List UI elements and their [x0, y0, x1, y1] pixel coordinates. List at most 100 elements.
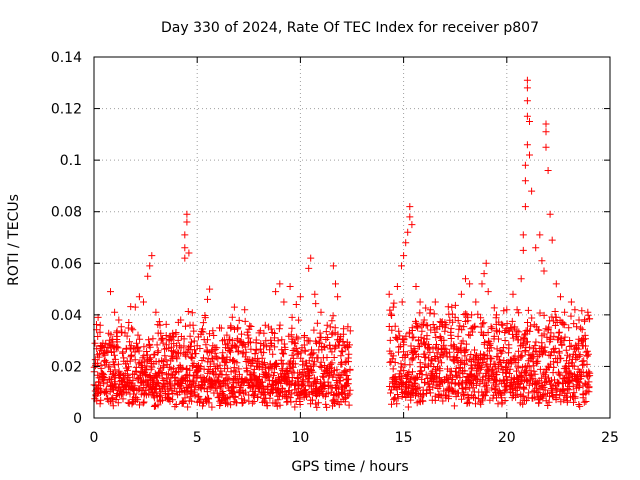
data-point	[119, 395, 127, 403]
data-point	[542, 128, 550, 136]
data-point	[125, 363, 132, 371]
data-point	[276, 280, 284, 288]
data-point	[227, 401, 235, 409]
data-point	[334, 293, 342, 301]
data-point	[219, 337, 226, 345]
data-point	[272, 288, 280, 296]
data-point	[550, 332, 558, 340]
data-point	[222, 371, 230, 379]
data-point	[224, 400, 232, 408]
data-point	[217, 383, 225, 391]
data-point	[190, 327, 198, 335]
data-point	[262, 343, 270, 351]
data-point	[571, 393, 579, 401]
data-point	[508, 317, 516, 325]
y-tick-label: 0.1	[60, 153, 82, 169]
data-point	[536, 231, 544, 239]
data-point	[493, 377, 501, 385]
y-tick-label: 0	[73, 411, 82, 427]
data-point	[536, 309, 544, 317]
data-point	[316, 329, 324, 337]
data-point	[235, 347, 242, 355]
data-point	[165, 394, 173, 402]
data-point	[552, 391, 560, 398]
data-point	[172, 401, 180, 408]
data-point	[289, 347, 297, 354]
y-tick-label: 0.02	[51, 359, 82, 375]
y-tick-label: 0.14	[51, 50, 82, 66]
data-point	[206, 363, 214, 370]
data-point	[479, 320, 486, 328]
data-point	[323, 321, 331, 329]
data-point	[552, 313, 560, 321]
data-point	[119, 348, 127, 356]
data-point	[484, 288, 492, 296]
data-point	[386, 306, 394, 314]
data-point	[512, 393, 520, 401]
data-point	[493, 311, 500, 319]
chart-title: Day 330 of 2024, Rate Of TEC Index for r…	[161, 20, 539, 36]
data-point	[519, 400, 527, 408]
data-point	[409, 368, 416, 376]
data-point	[328, 330, 336, 338]
data-point	[100, 374, 108, 381]
data-point	[437, 334, 445, 342]
data-point	[317, 334, 325, 342]
data-point	[417, 367, 425, 375]
data-point	[389, 355, 397, 363]
data-point	[301, 346, 309, 354]
data-point	[222, 398, 230, 406]
data-point	[536, 365, 544, 373]
data-point	[450, 402, 458, 410]
data-point	[551, 308, 559, 315]
data-point	[402, 239, 410, 247]
data-point	[424, 344, 432, 352]
data-point	[532, 358, 540, 366]
data-point	[277, 379, 285, 387]
data-point	[398, 298, 406, 306]
data-point	[166, 378, 173, 386]
data-point	[526, 327, 534, 335]
axis-ticks	[93, 56, 611, 419]
data-point	[179, 398, 187, 406]
data-point	[565, 324, 573, 332]
data-point	[442, 345, 450, 353]
data-point	[464, 395, 472, 403]
data-point	[585, 388, 593, 396]
data-point	[555, 370, 563, 378]
data-point	[420, 316, 428, 324]
data-point	[554, 378, 562, 386]
data-point	[113, 332, 121, 340]
data-point	[431, 298, 439, 306]
data-point	[467, 325, 475, 333]
data-point	[339, 330, 347, 338]
data-point	[308, 367, 315, 375]
data-point	[433, 341, 440, 348]
data-point	[537, 374, 545, 382]
data-point	[154, 349, 162, 356]
data-point	[338, 347, 346, 355]
data-point	[570, 389, 578, 397]
data-point	[281, 343, 289, 351]
data-point	[546, 210, 554, 218]
data-point	[448, 303, 456, 311]
data-point	[106, 363, 114, 371]
data-point	[523, 377, 531, 385]
data-point	[131, 303, 139, 311]
data-point	[567, 312, 575, 320]
data-point	[480, 319, 488, 327]
data-point	[225, 375, 233, 383]
data-point	[406, 328, 413, 336]
data-point	[133, 339, 140, 347]
data-point	[214, 376, 222, 384]
data-point	[296, 401, 304, 408]
data-point	[224, 344, 232, 352]
data-point	[480, 355, 488, 363]
data-point	[513, 306, 521, 314]
data-point	[447, 342, 455, 350]
data-point	[488, 325, 496, 332]
data-point	[492, 381, 500, 389]
data-point	[317, 358, 325, 366]
data-point	[540, 311, 548, 319]
data-point	[266, 394, 274, 402]
